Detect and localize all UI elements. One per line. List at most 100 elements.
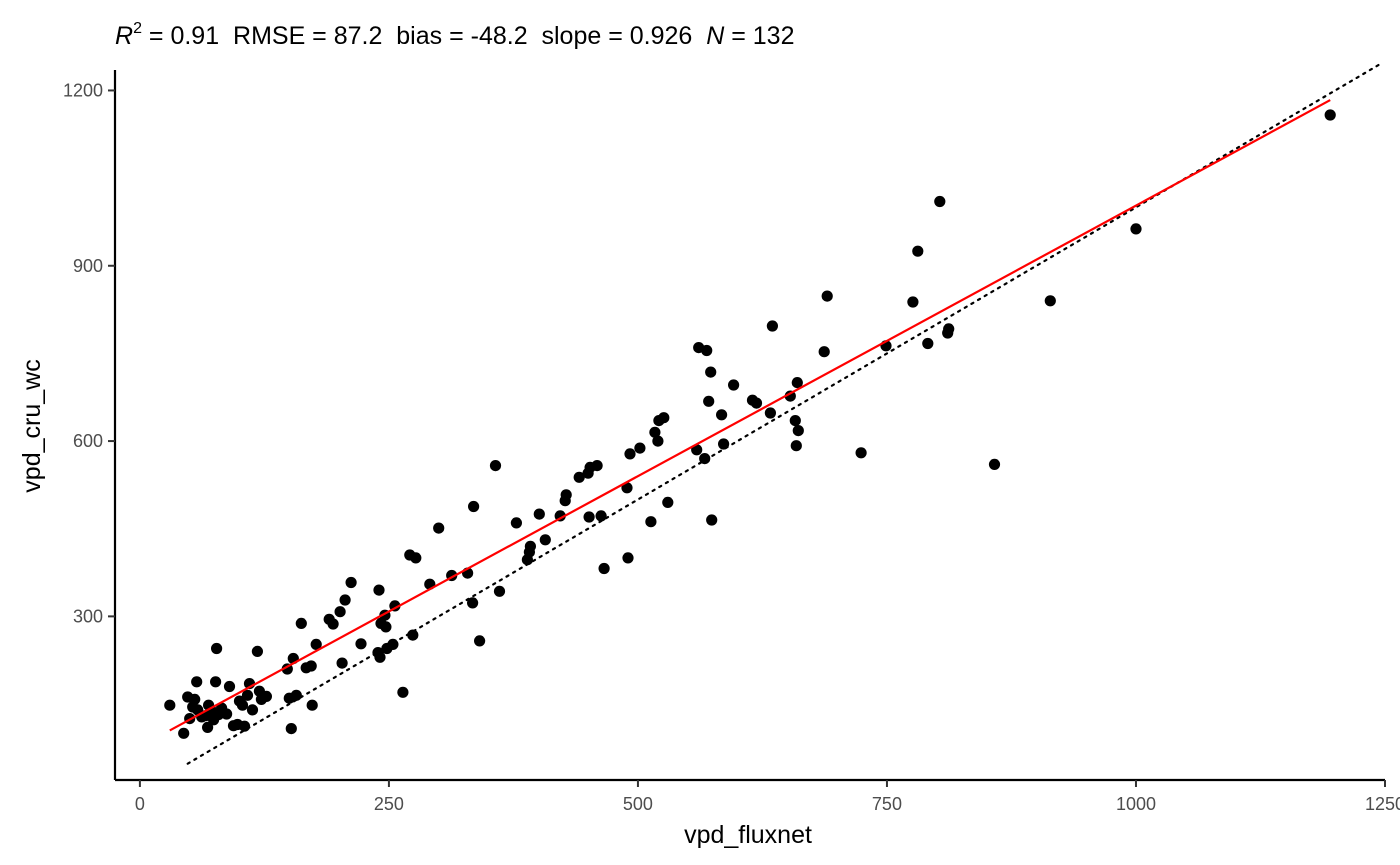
data-point-52 <box>374 651 386 663</box>
data-point-88 <box>621 482 633 494</box>
y-axis-ticks: 300 600 900 1200 <box>63 80 115 626</box>
data-point-62 <box>410 552 422 564</box>
data-point-130 <box>1324 109 1336 121</box>
data-points <box>164 109 1336 739</box>
data-point-46 <box>336 657 348 669</box>
data-point-25 <box>238 720 251 732</box>
data-point-7 <box>191 676 203 688</box>
y-tick-label: 1200 <box>63 80 103 100</box>
data-point-96 <box>658 412 670 424</box>
data-point-107 <box>728 379 740 391</box>
data-point-19 <box>221 708 233 720</box>
data-point-70 <box>489 460 502 472</box>
data-point-64 <box>433 522 445 534</box>
data-point-61 <box>407 629 419 641</box>
data-point-1 <box>164 699 176 711</box>
data-point-85 <box>591 460 603 472</box>
data-point-80 <box>560 489 572 501</box>
data-point-122 <box>912 245 924 257</box>
x-tick-label: 750 <box>872 794 902 814</box>
identity-line <box>186 63 1382 765</box>
data-point-32 <box>260 690 272 703</box>
data-point-92 <box>645 516 657 528</box>
data-point-109 <box>750 397 763 409</box>
data-point-40 <box>305 660 317 672</box>
data-point-35 <box>285 723 297 735</box>
data-point-67 <box>467 597 479 609</box>
x-tick-label: 500 <box>623 794 653 814</box>
data-point-119 <box>855 447 867 459</box>
y-tick-label: 600 <box>73 431 103 451</box>
data-point-68 <box>468 500 480 513</box>
data-point-37 <box>290 689 302 701</box>
x-tick-label: 1000 <box>1116 794 1156 814</box>
data-point-113 <box>789 415 801 427</box>
data-point-81 <box>573 471 585 483</box>
data-point-105 <box>716 409 728 421</box>
data-point-94 <box>652 435 664 447</box>
data-point-103 <box>705 366 717 378</box>
data-point-29 <box>251 645 263 658</box>
y-axis-title: vpd_cru_wc <box>18 359 46 492</box>
data-point-51 <box>373 584 385 596</box>
data-point-47 <box>339 594 351 606</box>
data-point-72 <box>510 517 522 529</box>
data-point-20 <box>223 680 236 693</box>
data-point-75 <box>524 540 537 552</box>
data-point-117 <box>818 346 830 358</box>
data-point-11 <box>202 721 214 734</box>
data-point-110 <box>764 407 777 419</box>
x-axis-ticks: 0 250 500 750 1000 1250 <box>135 780 1400 814</box>
chart-title: R2 = 0.91 RMSE = 87.2 bias = -48.2 slope… <box>115 20 794 50</box>
data-point-2 <box>178 727 190 739</box>
data-point-57 <box>387 638 399 651</box>
data-point-126 <box>943 323 955 335</box>
data-point-123 <box>922 337 934 350</box>
data-point-127 <box>988 458 1001 470</box>
x-tick-label: 0 <box>135 794 145 814</box>
data-point-116 <box>792 425 804 437</box>
y-tick-label: 300 <box>73 606 103 626</box>
data-point-90 <box>624 448 636 460</box>
data-point-83 <box>583 511 595 523</box>
data-point-124 <box>934 195 946 208</box>
data-point-28 <box>246 704 259 716</box>
x-axis-title: vpd_fluxnet <box>684 821 812 849</box>
data-point-104 <box>706 514 718 526</box>
data-point-44 <box>327 618 339 630</box>
data-point-48 <box>345 576 357 589</box>
data-point-91 <box>634 442 646 454</box>
data-point-129 <box>1130 223 1142 235</box>
data-point-101 <box>701 344 713 357</box>
data-point-42 <box>310 638 322 651</box>
data-point-71 <box>493 585 506 597</box>
data-point-76 <box>533 508 545 520</box>
data-point-118 <box>821 290 833 302</box>
data-point-112 <box>784 390 796 402</box>
data-point-6 <box>189 693 201 706</box>
data-point-41 <box>306 699 318 711</box>
data-point-102 <box>703 395 715 407</box>
data-point-38 <box>295 617 307 630</box>
data-point-24 <box>236 699 249 711</box>
x-tick-label: 1250 <box>1365 794 1400 814</box>
data-point-87 <box>598 562 610 575</box>
data-point-45 <box>334 606 346 618</box>
data-point-121 <box>907 296 919 308</box>
data-point-86 <box>595 510 607 522</box>
data-point-16 <box>211 642 223 655</box>
data-point-55 <box>380 621 392 633</box>
regression-line <box>169 99 1331 732</box>
data-point-77 <box>539 534 551 546</box>
data-point-89 <box>622 552 634 564</box>
data-point-115 <box>791 377 803 389</box>
data-point-15 <box>210 676 222 688</box>
data-point-128 <box>1044 295 1056 307</box>
y-tick-label: 900 <box>73 256 103 276</box>
data-point-26 <box>241 689 254 701</box>
data-point-97 <box>662 496 674 508</box>
data-point-93 <box>649 426 661 438</box>
data-point-100 <box>699 453 711 465</box>
plot-area <box>164 63 1382 765</box>
